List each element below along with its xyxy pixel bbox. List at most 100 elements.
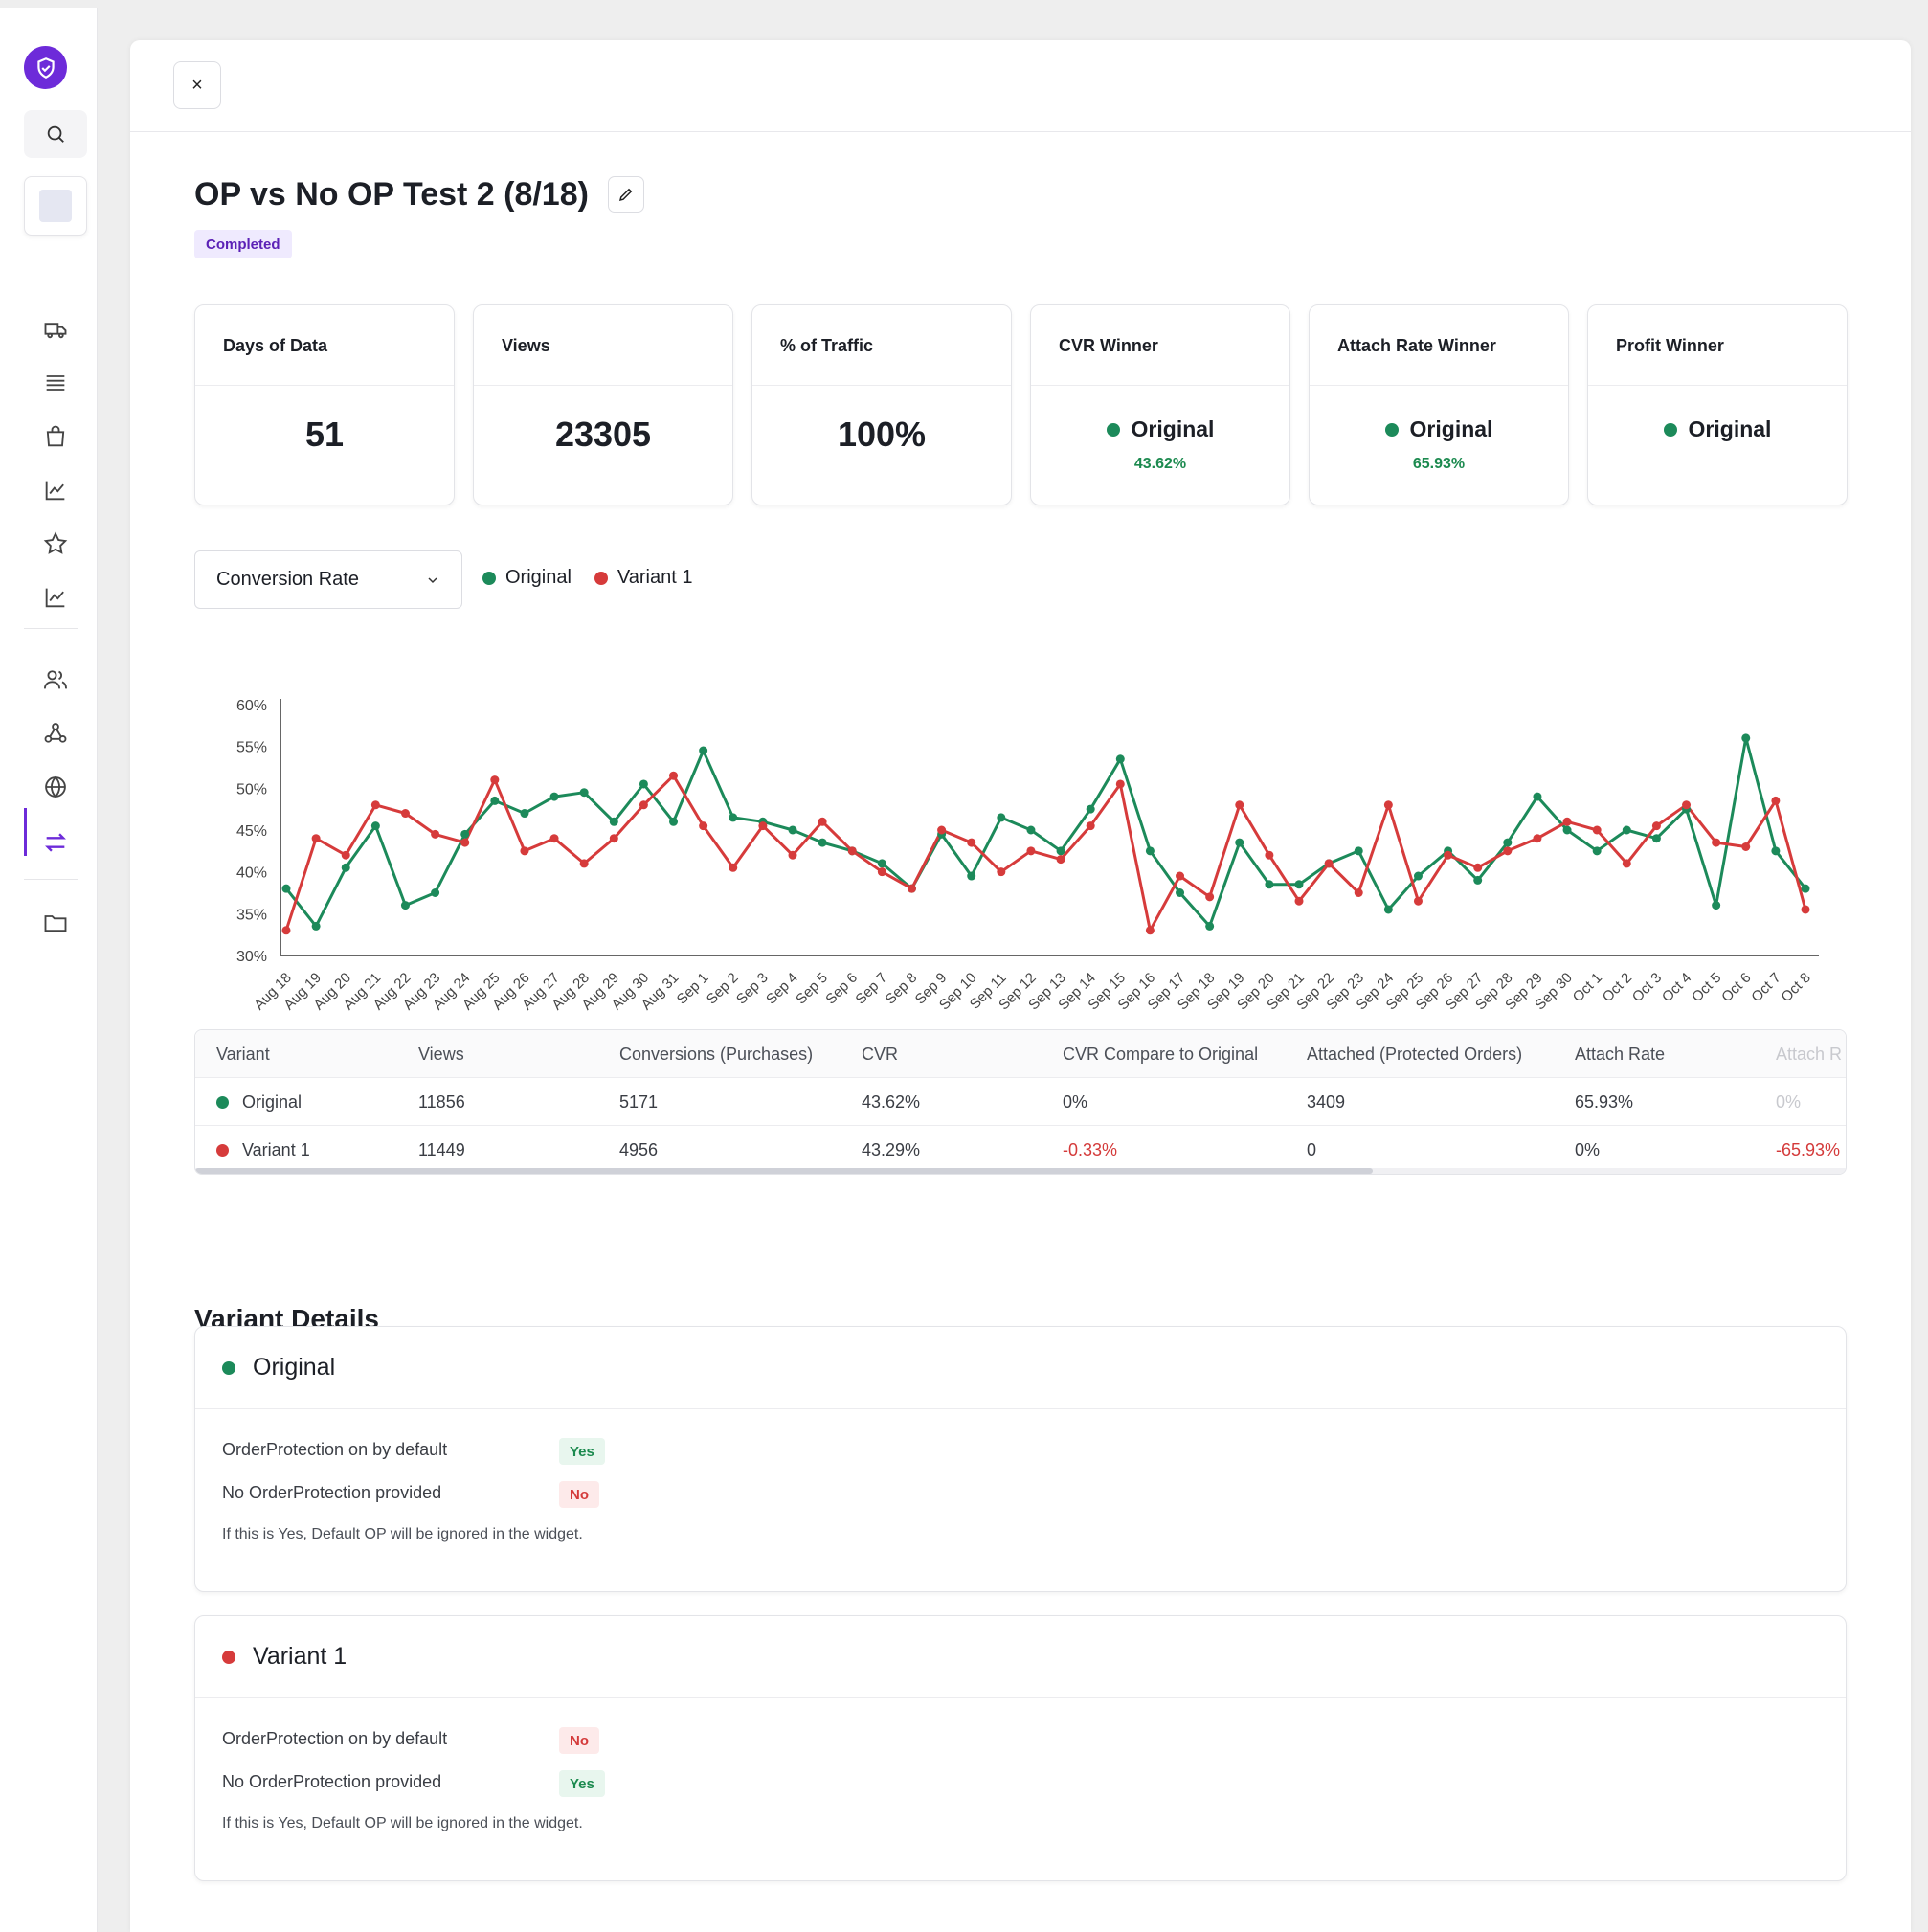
column-header: Conversions (Purchases) (619, 1044, 814, 1064)
data-point (1533, 792, 1542, 801)
data-point (490, 796, 500, 805)
data-point (877, 859, 886, 868)
data-point (1145, 846, 1155, 856)
op-default-value: No (559, 1727, 599, 1754)
data-point (370, 800, 380, 810)
column-header: CVR (862, 1044, 899, 1064)
data-point (1354, 888, 1363, 897)
edit-title-button[interactable] (608, 176, 644, 213)
variant-dot (222, 1650, 235, 1664)
orders-list-icon[interactable] (34, 362, 77, 404)
winner-label: Original (1131, 416, 1215, 441)
users-icon[interactable] (34, 659, 77, 701)
legend-label: Original (505, 567, 572, 588)
table-scrollbar[interactable] (195, 1168, 1846, 1174)
data-point (1026, 825, 1036, 835)
data-point (520, 846, 529, 856)
reports-chart-icon[interactable] (34, 576, 77, 618)
variant-card-header: Original (195, 1327, 1846, 1409)
legend-original[interactable]: Original (482, 567, 572, 589)
stat-card-views: Views 23305 (473, 304, 733, 505)
folder-icon[interactable] (34, 902, 77, 944)
table-scrollbar-thumb[interactable] (195, 1168, 1373, 1174)
variant-cell: Variant 1 (216, 1126, 310, 1174)
data-point (341, 863, 350, 872)
data-point (311, 834, 321, 843)
data-point (818, 817, 827, 826)
data-point (907, 884, 916, 893)
x-tick-label: Oct 1 (1570, 970, 1605, 1005)
column-header: Attach Rate (1575, 1044, 1666, 1064)
data-point (1771, 846, 1781, 856)
table-row[interactable]: Variant 1 11449 4956 43.29% -0.33% 0 0% … (195, 1126, 1846, 1174)
table-row[interactable]: Original 11856 5171 43.62% 0% 3409 65.93… (195, 1078, 1846, 1126)
attach-compare-cell: 0% (1776, 1091, 1802, 1112)
metric-select[interactable]: Conversion Rate (194, 550, 462, 609)
close-icon: × (191, 74, 203, 96)
x-tick-label: Sep 3 (733, 970, 772, 1008)
data-point (1294, 896, 1304, 906)
y-tick-label: 45% (236, 823, 267, 840)
store-switcher[interactable] (24, 176, 87, 236)
data-point (1473, 863, 1483, 872)
x-tick-label: Oct 4 (1659, 970, 1694, 1005)
data-point (758, 821, 768, 831)
data-point (1265, 850, 1274, 860)
data-point (1562, 825, 1572, 835)
shopping-bag-icon[interactable] (34, 416, 77, 458)
data-point (1503, 838, 1513, 847)
data-point (490, 775, 500, 785)
data-point (1413, 871, 1423, 881)
data-point (609, 834, 618, 843)
globe-icon[interactable] (34, 766, 77, 808)
status-badge: Completed (194, 230, 292, 258)
stat-card-traffic: % of Traffic 100% (751, 304, 1012, 505)
x-tick-label: Sep 1 (674, 970, 712, 1008)
winner-value: 43.62% (1133, 456, 1187, 472)
data-point (1473, 875, 1483, 885)
stat-value: 100% (837, 415, 927, 454)
data-point (1235, 838, 1244, 847)
star-icon[interactable] (34, 523, 77, 565)
close-button[interactable]: × (173, 61, 221, 109)
truck-icon[interactable] (34, 308, 77, 350)
data-point (1801, 905, 1810, 914)
ab-test-swap-icon[interactable] (34, 821, 77, 864)
conversions-cell: 5171 (619, 1091, 659, 1112)
x-tick-label: Sep 7 (852, 970, 890, 1008)
y-tick-label: 55% (236, 740, 267, 756)
data-point (1056, 846, 1065, 856)
analytics-chart-icon[interactable] (34, 469, 77, 511)
x-tick-label: Oct 6 (1718, 970, 1754, 1005)
y-tick-label: 35% (236, 907, 267, 923)
data-point (997, 867, 1006, 877)
series-line-variant-1 (284, 774, 1807, 932)
stat-card-attach-winner: Attach Rate Winner Original 65.93% (1309, 304, 1569, 505)
shield-logo-icon[interactable] (24, 46, 67, 89)
data-point (1651, 834, 1661, 843)
x-tick-label: Sep 5 (793, 970, 831, 1008)
data-point (1265, 880, 1274, 889)
x-tick-label: Sep 6 (822, 970, 861, 1008)
table-header-row: Variant Views Conversions (Purchases) CV… (195, 1030, 1846, 1078)
webhook-icon[interactable] (34, 712, 77, 754)
page-title: OP vs No OP Test 2 (8/18) (194, 176, 589, 213)
original-dot (1663, 422, 1677, 437)
data-point (788, 850, 797, 860)
views-cell: 11449 (418, 1139, 465, 1159)
search-icon[interactable] (24, 110, 87, 158)
data-point (937, 825, 947, 835)
y-tick-label: 40% (236, 865, 267, 882)
data-point (431, 888, 440, 897)
data-point (460, 838, 470, 847)
data-point (1741, 842, 1751, 851)
stat-value: 51 (304, 415, 345, 454)
data-point (549, 834, 559, 843)
stat-card-profit-winner: Profit Winner Original (1587, 304, 1848, 505)
data-point (967, 838, 976, 847)
chevron-down-icon (428, 576, 437, 583)
stat-label: CVR Winner (1031, 305, 1289, 386)
data-point (1622, 825, 1631, 835)
legend-variant[interactable]: Variant 1 (594, 567, 693, 589)
store-avatar (39, 190, 72, 222)
